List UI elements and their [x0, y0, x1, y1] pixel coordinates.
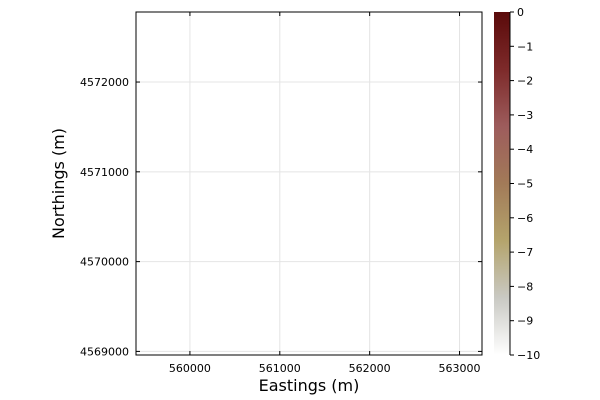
colorbar-tick-label: −2: [517, 75, 533, 88]
x-tick-label: 561000: [259, 362, 301, 375]
colorbar-tick-label: −10: [517, 349, 540, 362]
y-tick-label: 4570000: [80, 256, 129, 269]
colorbar-tick-label: −3: [517, 109, 533, 122]
y-tick-label: 4571000: [80, 166, 129, 179]
x-tick-label: 563000: [439, 362, 481, 375]
y-tick-label: 4569000: [80, 345, 129, 358]
x-axis-title: Eastings (m): [259, 376, 360, 395]
x-tick-label: 562000: [349, 362, 391, 375]
x-tick-label: 560000: [169, 362, 211, 375]
x-axis-ticks: 560000 561000 562000 563000: [169, 12, 481, 375]
colorbar-ticks: 0 −1 −2 −3 −4 −5 −6 −7 −8 −9 −10: [509, 6, 540, 362]
colorbar-tick-label: −1: [517, 40, 533, 53]
y-axis-title: Northings (m): [49, 128, 68, 239]
colorbar-tick-label: −7: [517, 246, 533, 259]
colorbar-tick-label: −4: [517, 143, 533, 156]
plot-grid: [136, 12, 482, 355]
colorbar-tick-label: −9: [517, 315, 533, 328]
colorbar-tick-label: −8: [517, 280, 533, 293]
colorbar-tick-label: 0: [517, 6, 524, 19]
y-axis-ticks: 4569000 4570000 4571000 4572000: [80, 76, 482, 358]
plot-frame: [135, 11, 483, 356]
colorbar: [494, 12, 510, 355]
y-tick-label: 4572000: [80, 76, 129, 89]
colorbar-tick-label: −6: [517, 212, 533, 225]
colorbar-tick-label: −5: [517, 178, 533, 191]
